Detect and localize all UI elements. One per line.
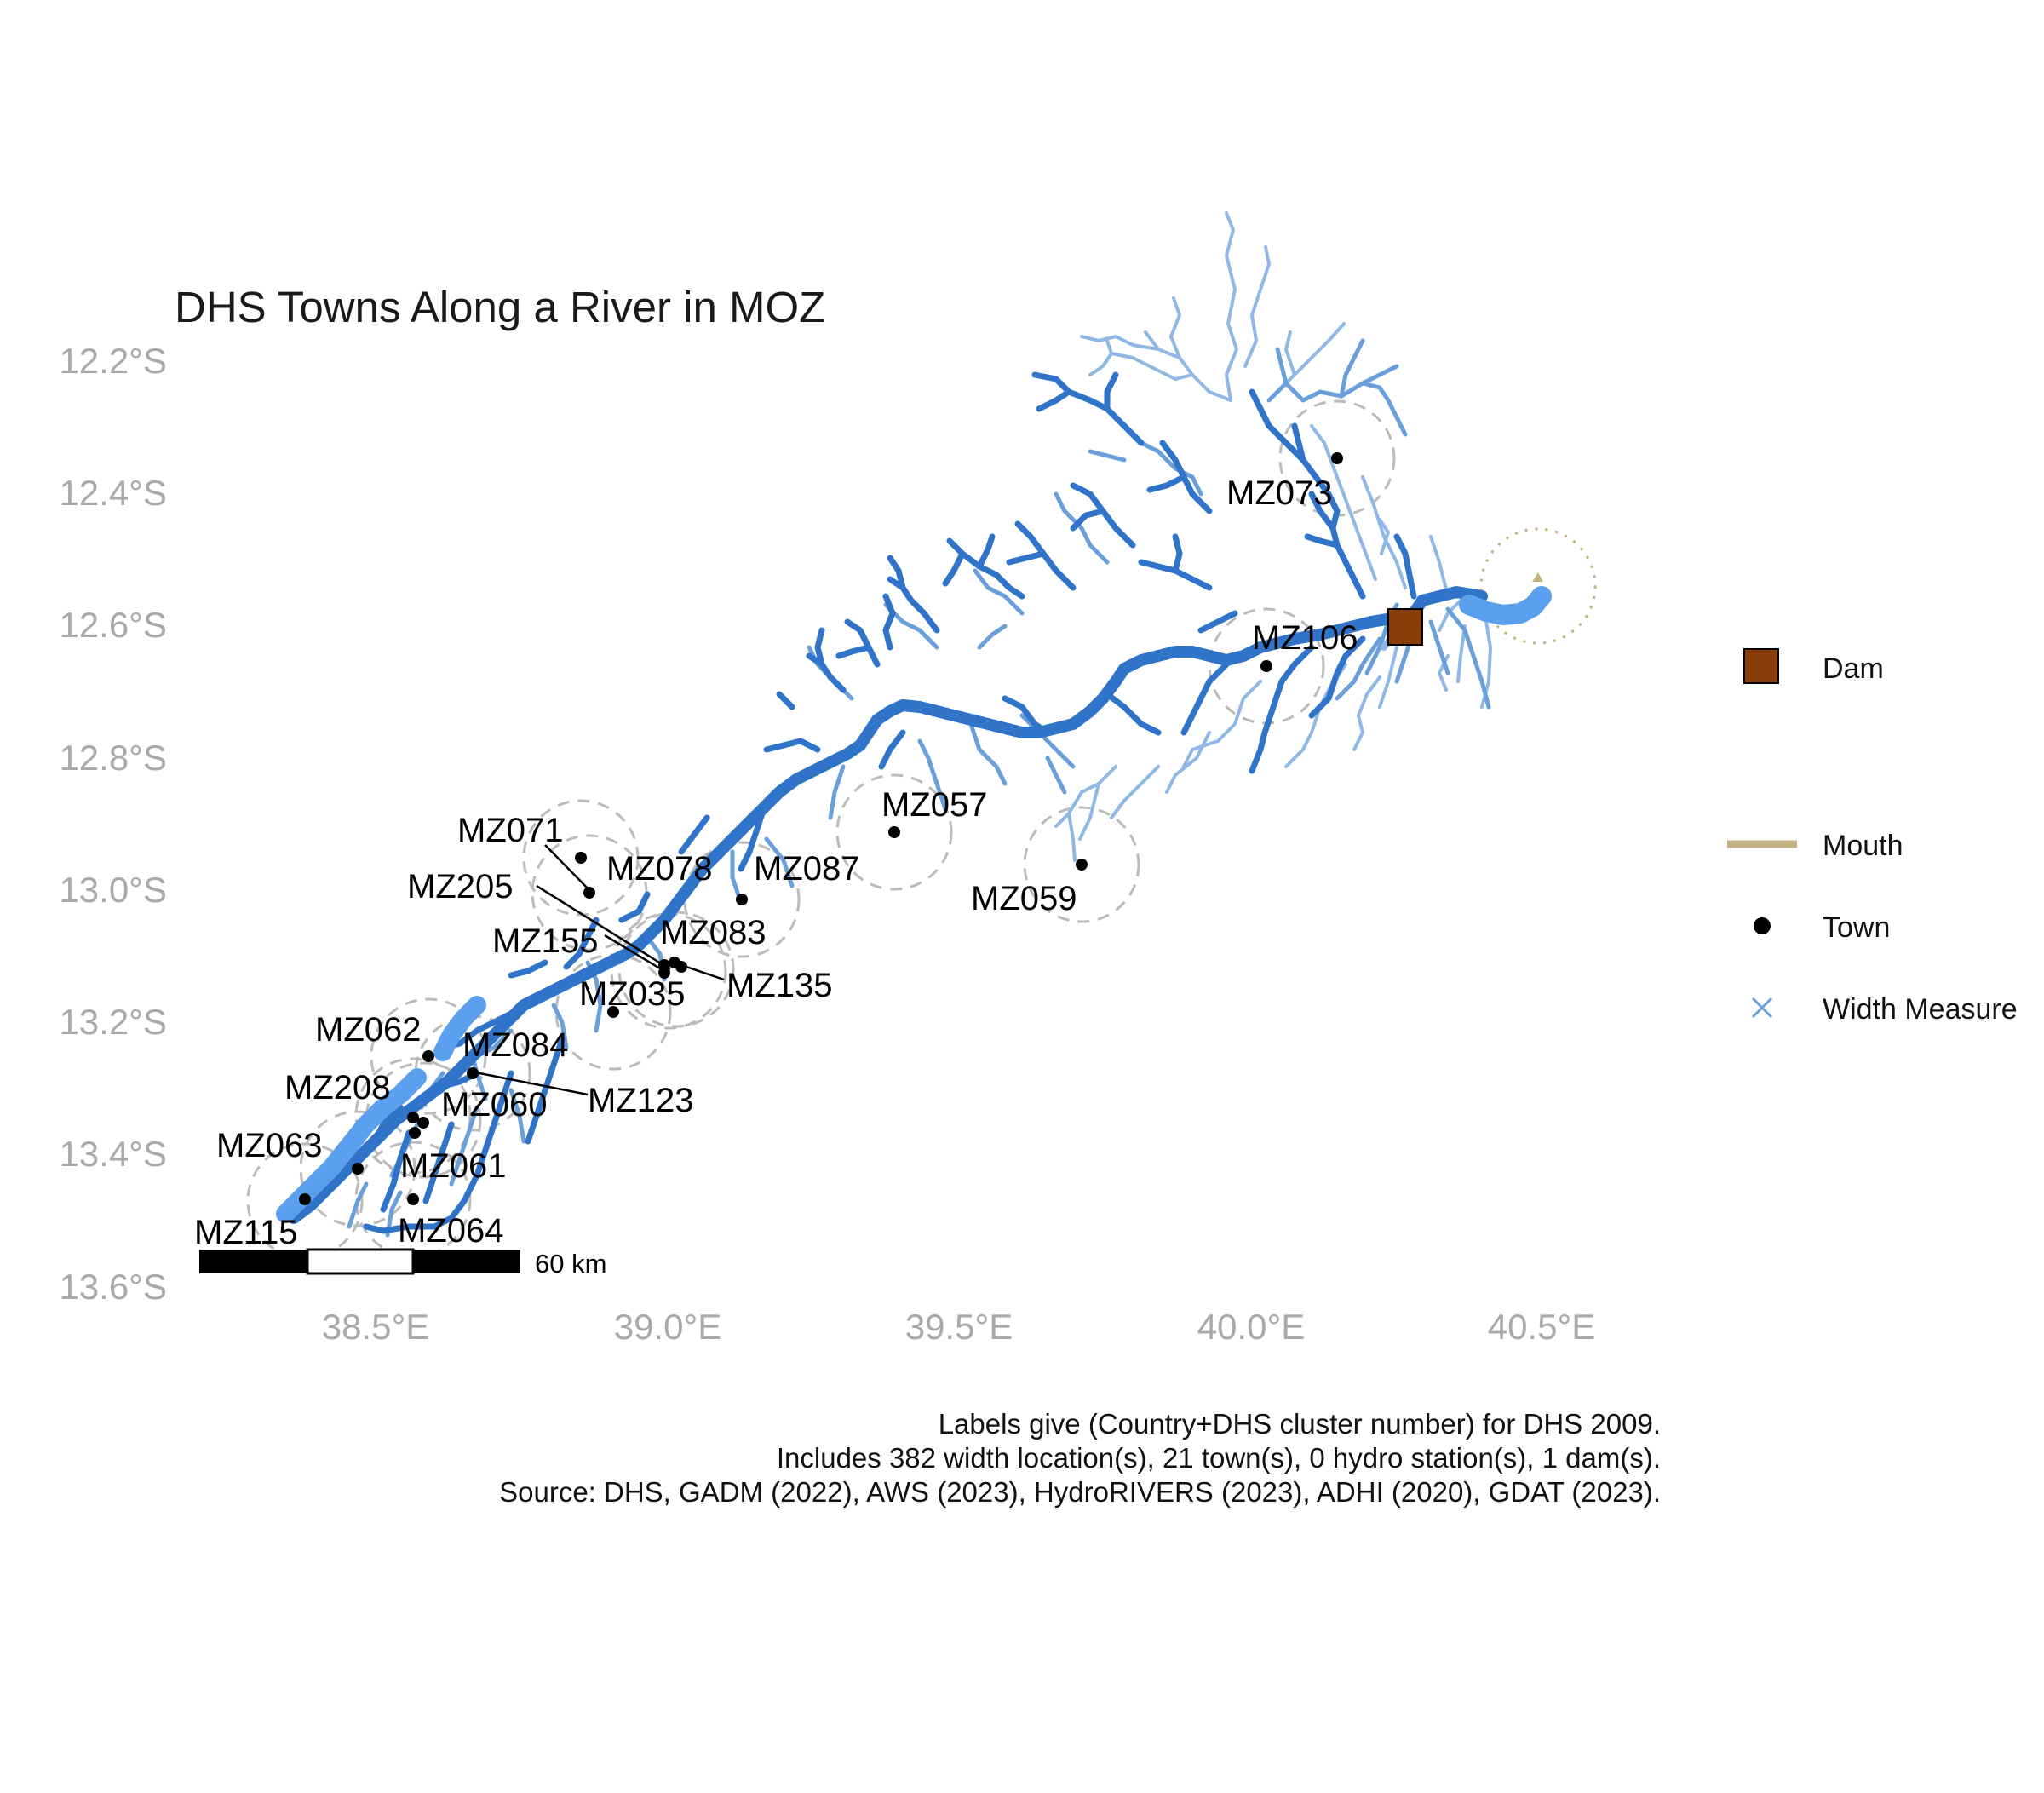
town-label: MZ208	[284, 1069, 391, 1106]
buffer-circle	[370, 997, 487, 1115]
legend-width-measure-label: Width Measure	[1823, 993, 2018, 1026]
town-label: MZ123	[588, 1082, 694, 1119]
y-tick-label: 13.2°S	[59, 1002, 167, 1042]
caption-line: Labels give (Country+DHS cluster number)…	[939, 1408, 1661, 1440]
town-dot	[422, 1050, 434, 1062]
mouth-buffer	[1479, 527, 1597, 645]
town-label: MZ060	[441, 1086, 548, 1123]
main-river	[288, 586, 1488, 1224]
town-dot	[407, 1193, 419, 1205]
mouth-marker	[1532, 572, 1543, 582]
y-tick-label: 13.6°S	[59, 1267, 167, 1307]
town-label: MZ115	[194, 1214, 298, 1251]
town-label: MZ064	[398, 1212, 504, 1250]
y-tick-label: 12.6°S	[59, 605, 167, 645]
map-title: DHS Towns Along a River in MOZ	[175, 283, 825, 331]
town-dot	[658, 967, 670, 979]
buffer-circle	[354, 1057, 472, 1175]
town-label: MZ062	[315, 1011, 422, 1049]
y-tick-label: 13.4°S	[59, 1134, 167, 1174]
town-label: MZ087	[754, 850, 860, 888]
town-label: MZ071	[457, 812, 564, 849]
town-dot	[675, 961, 687, 973]
town-dot	[409, 1127, 421, 1139]
town-label: MZ155	[492, 922, 599, 960]
buffer-circle	[365, 1061, 482, 1179]
town-points	[299, 452, 1343, 1205]
legend-width-measure-icon	[1751, 997, 1773, 1019]
town-label: MZ083	[660, 914, 766, 951]
town-dot	[583, 887, 595, 899]
buffer-circle	[1023, 806, 1140, 923]
town-label: MZ059	[971, 880, 1077, 917]
x-tick-label: 40.0°E	[1197, 1307, 1306, 1347]
town-label: MZ073	[1226, 474, 1333, 512]
legend-town-label: Town	[1823, 911, 1890, 944]
scale-bar-label: 60 km	[535, 1249, 606, 1279]
town-dot	[417, 1117, 429, 1129]
y-tick-label: 12.2°S	[59, 341, 167, 381]
caption: Labels give (Country+DHS cluster number)…	[499, 1408, 1661, 1508]
lake-upper	[1459, 586, 1552, 625]
caption-line: Source: DHS, GADM (2022), AWS (2023), Hy…	[499, 1476, 1661, 1508]
x-tick-label: 38.5°E	[322, 1307, 430, 1347]
town-dot	[352, 1163, 364, 1175]
river-network	[276, 211, 1552, 1238]
town-dot	[607, 1006, 619, 1018]
town-dot	[1260, 660, 1272, 672]
buffer-circle	[835, 773, 953, 891]
town-label: MZ035	[579, 975, 686, 1013]
town-dot	[299, 1193, 311, 1205]
legend-town-key	[1754, 917, 1771, 934]
y-tick-label: 12.8°S	[59, 738, 167, 778]
town-dot	[1331, 452, 1343, 464]
scale-bar: 60 km	[199, 1248, 606, 1279]
town-dot	[407, 1112, 419, 1123]
town-dot	[736, 894, 748, 905]
town-dot	[575, 852, 587, 864]
legend-dam-key	[1743, 648, 1779, 684]
legend-dam-label: Dam	[1823, 652, 1884, 685]
town-label: MZ106	[1252, 619, 1358, 657]
buffer-circle	[683, 841, 801, 958]
buffer-circle	[522, 799, 640, 917]
town-dot	[1076, 859, 1088, 871]
x-tick-label: 39.5°E	[905, 1307, 1013, 1347]
town-labels: MZ073 MZ106 MZ057 MZ059 MZ071 MZ078 MZ08…	[194, 474, 1358, 1251]
town-label: MZ061	[400, 1147, 507, 1185]
x-tick-label: 39.0°E	[614, 1307, 722, 1347]
dam-marker	[1387, 608, 1423, 646]
x-axis: 38.5°E 39.0°E 39.5°E 40.0°E 40.5°E	[322, 1307, 1596, 1347]
town-label: MZ063	[216, 1127, 323, 1164]
x-tick-label: 40.5°E	[1488, 1307, 1596, 1347]
caption-line: Includes 382 width location(s), 21 town(…	[777, 1442, 1661, 1474]
y-tick-label: 12.4°S	[59, 473, 167, 513]
legend-mouth-label: Mouth	[1823, 830, 1903, 862]
town-label: MZ057	[881, 786, 988, 824]
town-dot	[888, 826, 900, 838]
town-buffers	[246, 399, 1396, 1260]
legend: Dam Mouth Town Width Measure	[1727, 648, 2018, 1026]
town-label: MZ205	[407, 868, 514, 905]
town-label: MZ135	[726, 967, 833, 1004]
town-label: MZ084	[462, 1026, 569, 1064]
town-label: MZ078	[606, 850, 713, 888]
y-axis: 12.2°S 12.4°S 12.6°S 12.8°S 13.0°S 13.2°…	[59, 341, 167, 1307]
town-dot	[467, 1067, 479, 1079]
y-tick-label: 13.0°S	[59, 870, 167, 910]
